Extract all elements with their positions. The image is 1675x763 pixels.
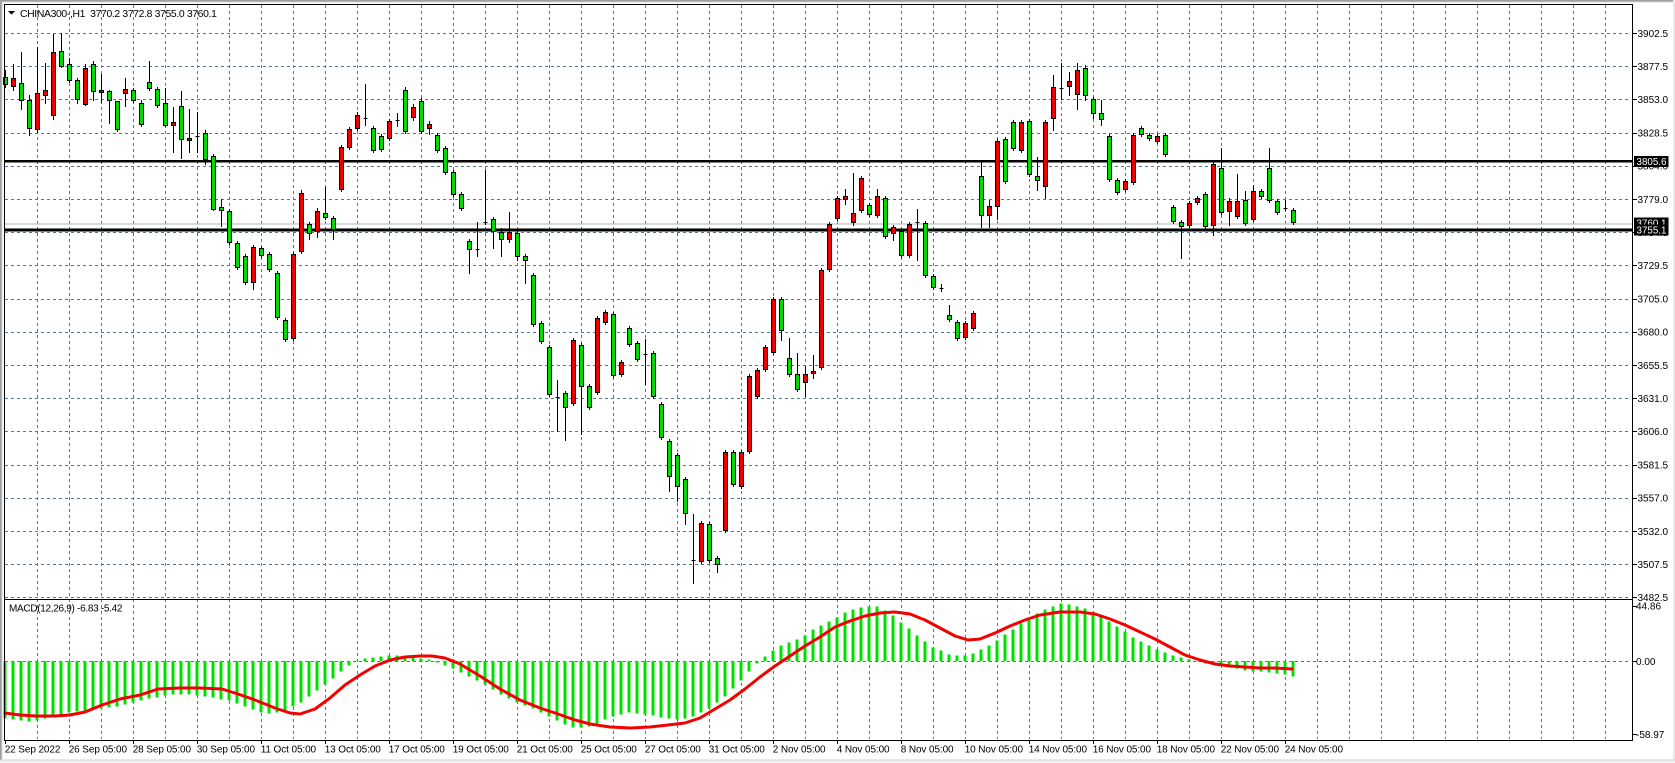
svg-text:CHINA300-,H1 3770.2 3772.8 37: CHINA300-,H1 3770.2 3772.8 3755.0 3760.1: [20, 9, 217, 20]
svg-text:16 Nov 05:00: 16 Nov 05:00: [1093, 745, 1152, 756]
svg-text:-58.97: -58.97: [1636, 730, 1665, 741]
svg-text:22 Sep 2022: 22 Sep 2022: [5, 745, 61, 756]
svg-text:3902.5: 3902.5: [1638, 29, 1669, 40]
svg-text:3606.0: 3606.0: [1638, 427, 1669, 438]
svg-text:11 Oct 05:00: 11 Oct 05:00: [261, 745, 317, 756]
svg-text:3705.0: 3705.0: [1638, 294, 1669, 305]
svg-text:3482.5: 3482.5: [1638, 593, 1669, 604]
svg-text:3853.0: 3853.0: [1638, 95, 1669, 106]
svg-text:3828.5: 3828.5: [1638, 128, 1669, 139]
svg-text:3557.0: 3557.0: [1638, 494, 1669, 505]
svg-text:3581.5: 3581.5: [1638, 460, 1669, 471]
svg-text:3680.0: 3680.0: [1638, 328, 1669, 339]
svg-text:3779.0: 3779.0: [1638, 195, 1669, 206]
svg-text:25 Oct 05:00: 25 Oct 05:00: [581, 745, 638, 756]
svg-text:31 Oct 05:00: 31 Oct 05:00: [709, 745, 766, 756]
svg-text:0.00: 0.00: [1636, 657, 1656, 668]
svg-text:21 Oct 05:00: 21 Oct 05:00: [517, 745, 574, 756]
svg-text:14 Nov 05:00: 14 Nov 05:00: [1029, 745, 1088, 756]
svg-text:18 Nov 05:00: 18 Nov 05:00: [1157, 745, 1216, 756]
svg-text:3760.1: 3760.1: [1637, 219, 1667, 230]
svg-text:3631.0: 3631.0: [1638, 394, 1669, 405]
svg-text:28 Sep 05:00: 28 Sep 05:00: [133, 745, 192, 756]
svg-text:26 Sep 05:00: 26 Sep 05:00: [69, 745, 128, 756]
svg-text:30 Sep 05:00: 30 Sep 05:00: [197, 745, 256, 756]
svg-text:27 Oct 05:00: 27 Oct 05:00: [645, 745, 702, 756]
svg-text:17 Oct 05:00: 17 Oct 05:00: [389, 745, 446, 756]
svg-text:3655.5: 3655.5: [1638, 361, 1669, 372]
svg-text:MACD(12,26,9) -6.83 -5.42: MACD(12,26,9) -6.83 -5.42: [9, 604, 123, 615]
svg-text:3532.0: 3532.0: [1638, 527, 1669, 538]
svg-text:10 Nov 05:00: 10 Nov 05:00: [965, 745, 1024, 756]
svg-text:3877.5: 3877.5: [1638, 62, 1669, 73]
svg-text:3755.1: 3755.1: [1637, 226, 1667, 237]
svg-text:44.86: 44.86: [1636, 602, 1661, 613]
svg-text:3805.6: 3805.6: [1637, 157, 1668, 168]
svg-text:3507.5: 3507.5: [1638, 560, 1669, 571]
svg-text:24 Nov 05:00: 24 Nov 05:00: [1285, 745, 1344, 756]
svg-text:3729.5: 3729.5: [1638, 261, 1669, 272]
svg-text:22 Nov 05:00: 22 Nov 05:00: [1221, 745, 1280, 756]
svg-text:2 Nov 05:00: 2 Nov 05:00: [773, 745, 826, 756]
svg-text:13 Oct 05:00: 13 Oct 05:00: [325, 745, 382, 756]
svg-text:4 Nov 05:00: 4 Nov 05:00: [837, 745, 890, 756]
svg-text:8 Nov 05:00: 8 Nov 05:00: [901, 745, 954, 756]
svg-text:19 Oct 05:00: 19 Oct 05:00: [453, 745, 510, 756]
